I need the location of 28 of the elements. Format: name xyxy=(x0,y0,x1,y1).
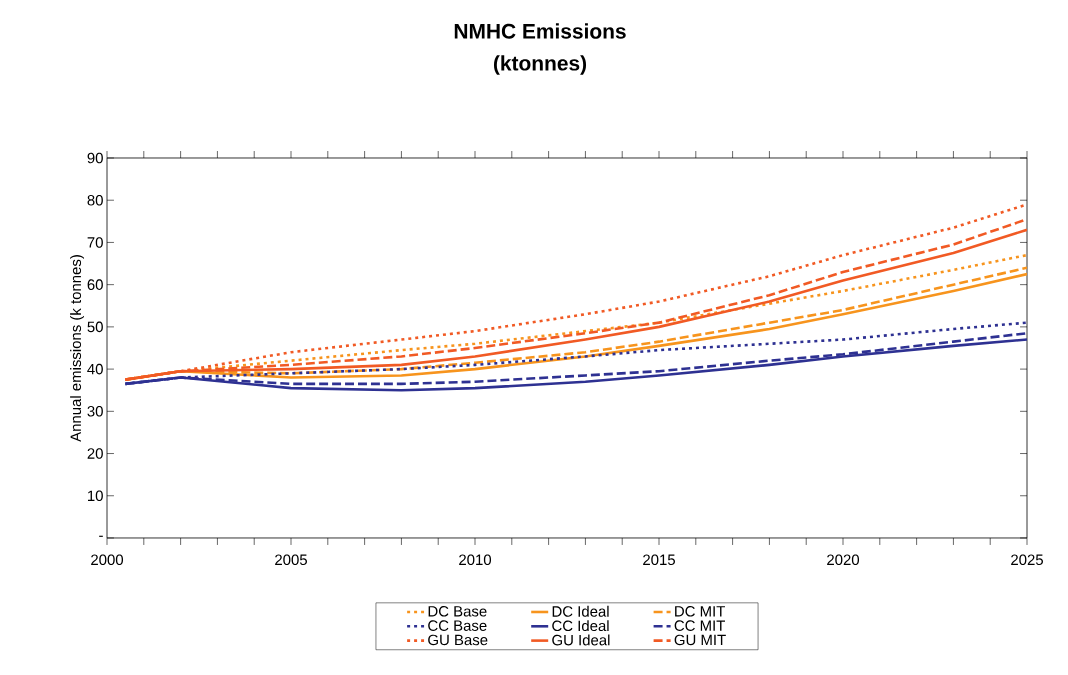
x-tick-label: 2015 xyxy=(643,554,675,566)
x-tick-label: 2005 xyxy=(275,554,307,566)
y-tick-label: 20 xyxy=(87,448,103,459)
legend-label: GU Ideal xyxy=(552,634,610,646)
y-tick-label: - xyxy=(99,535,103,537)
legend-label: GU MIT xyxy=(674,634,726,646)
legend-label: DC Base xyxy=(428,606,487,617)
y-tick-label: 40 xyxy=(87,363,103,375)
x-tick-label: 2020 xyxy=(827,554,860,566)
legend-label: CC MIT xyxy=(674,620,725,631)
y-tick-label: 80 xyxy=(87,194,103,206)
y-tick-label: 10 xyxy=(88,490,103,502)
legend-label: CC Base xyxy=(428,620,487,631)
legend-label: DC Ideal xyxy=(552,605,609,617)
x-tick-label: 2000 xyxy=(91,554,124,566)
y-axis-title: Annual emissions (k tonnes) xyxy=(70,255,85,442)
y-tick-label: 50 xyxy=(87,321,103,333)
y-tick-label: 70 xyxy=(87,237,103,248)
x-tick-label: 2010 xyxy=(459,554,492,566)
legend-label: CC Ideal xyxy=(552,620,609,632)
legend-label: DC MIT xyxy=(675,606,725,617)
y-tick-label: 60 xyxy=(87,279,103,290)
chart-title: NMHC Emissions xyxy=(454,23,626,39)
x-tick-label: 2025 xyxy=(1011,554,1043,566)
y-tick-label: 30 xyxy=(87,406,103,417)
chart-subtitle: (ktonnes) xyxy=(493,55,587,75)
legend-label: GU Base xyxy=(428,634,488,646)
y-tick-label: 90 xyxy=(87,152,103,164)
